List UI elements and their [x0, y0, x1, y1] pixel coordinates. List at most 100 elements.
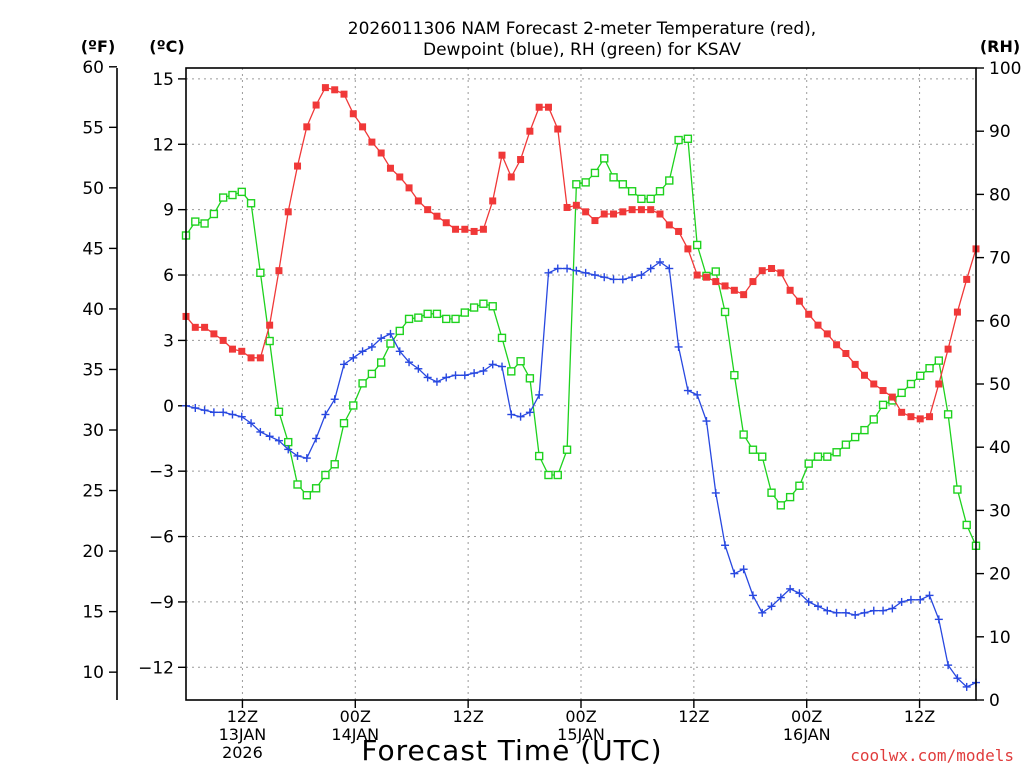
temperature-point [768, 264, 776, 272]
dewpoint-point [321, 410, 330, 419]
rh-point [479, 299, 488, 308]
rh-point [414, 313, 423, 322]
rh-point [293, 480, 302, 489]
rh-point [674, 135, 683, 145]
rh-tick-label: 50 [989, 375, 1011, 395]
dewpoint-point [460, 371, 469, 380]
temperature-point [935, 380, 943, 388]
rh-point [823, 452, 832, 461]
temperature-point [275, 267, 283, 275]
dewpoint-point [925, 591, 934, 600]
rh-point [655, 187, 665, 196]
rh-point [776, 501, 786, 510]
rh-point [562, 445, 572, 454]
dewpoint-point [200, 406, 209, 415]
rh-point [869, 415, 878, 424]
dewpoint-point [451, 371, 460, 380]
rh-tick-label: 60 [989, 312, 1011, 332]
temperature-point [405, 184, 413, 192]
temperature-point [749, 278, 757, 286]
rh-point [758, 452, 767, 461]
dewpoint-point [851, 611, 860, 620]
temperature-point [953, 308, 961, 316]
temperature-point [740, 291, 748, 299]
time-tick-label: 15JAN [557, 725, 605, 744]
rh-point [218, 193, 228, 202]
fahrenheit-unit-label: (ºF) [81, 37, 116, 56]
rh-tick-label: 10 [989, 628, 1011, 648]
time-tick-label: 13JAN [219, 725, 267, 744]
dewpoint-point [814, 602, 822, 611]
dewpoint-point [405, 358, 414, 367]
rh-point [451, 314, 460, 324]
temperature-point [721, 282, 729, 290]
rh-point [311, 484, 321, 493]
rh-point [497, 333, 507, 343]
dewpoint-point [776, 593, 785, 602]
fahrenheit-tick-label: 50 [82, 179, 104, 199]
dewpoint-point [683, 386, 692, 395]
dewpoint-point [702, 417, 711, 426]
temperature-point [582, 208, 590, 216]
dewpoint-point [953, 674, 962, 683]
rh-point [284, 437, 293, 447]
dewpoint-point [535, 390, 544, 399]
rh-point [925, 364, 934, 373]
rh-point [358, 379, 367, 388]
rh-point [934, 356, 944, 365]
plot-frame [185, 67, 977, 701]
temperature-point [637, 206, 645, 214]
rh-point [246, 199, 256, 208]
temperature-point [247, 354, 255, 362]
temperature-point [321, 84, 329, 92]
temperature-point [944, 345, 952, 353]
dewpoint-point [209, 408, 218, 417]
dewpoint-point [748, 591, 757, 600]
dewpoint-point [228, 410, 237, 419]
rh-point [860, 425, 869, 435]
celsius-tick-label: 3 [163, 331, 174, 351]
time-tick-label: 00Z [340, 707, 371, 726]
dewpoint-point [312, 434, 321, 443]
rh-tick-label: 0 [989, 691, 1000, 711]
temperature-point [535, 103, 543, 111]
rh-tick-label: 80 [989, 185, 1011, 205]
rh-point [330, 460, 339, 469]
rh-point [339, 418, 349, 428]
temperature-point [730, 286, 738, 294]
time-tick-label: 12Z [452, 707, 483, 726]
temperature-point [814, 321, 822, 329]
celsius-tick-label: 0 [163, 397, 174, 417]
fahrenheit-tick-label: 35 [82, 360, 104, 380]
temperature-point [851, 360, 859, 368]
dewpoint-point [730, 569, 739, 578]
rh-point [386, 339, 395, 348]
celsius-tick-label: 9 [163, 201, 174, 221]
temperature-point [870, 380, 878, 388]
temperature-point [805, 310, 813, 318]
temperature-point [452, 225, 460, 233]
dewpoint-point [823, 606, 832, 615]
dewpoint-point [479, 366, 488, 375]
temperature-point [712, 278, 720, 286]
temperature-point [684, 245, 692, 253]
temperature-point [294, 162, 302, 170]
rh-point [572, 180, 581, 189]
time-tick-label: 00Z [565, 707, 596, 726]
dewpoint-point [674, 342, 683, 351]
rh-tick-label: 20 [989, 565, 1011, 585]
temperature-point [963, 275, 971, 283]
temperature-point [228, 345, 236, 353]
rh-point [767, 488, 776, 497]
rh-unit-label: (RH) [980, 37, 1020, 56]
temperature-point [647, 206, 655, 214]
dewpoint-point [525, 408, 534, 417]
temperature-point [368, 138, 376, 146]
fahrenheit-tick-label: 40 [82, 300, 104, 320]
time-tick-label: 2026 [222, 743, 263, 762]
grid-lines [186, 68, 976, 700]
dewpoint-point [906, 595, 915, 604]
temperature-point [665, 221, 673, 229]
temperature-point [563, 203, 571, 211]
rh-point [850, 432, 860, 442]
